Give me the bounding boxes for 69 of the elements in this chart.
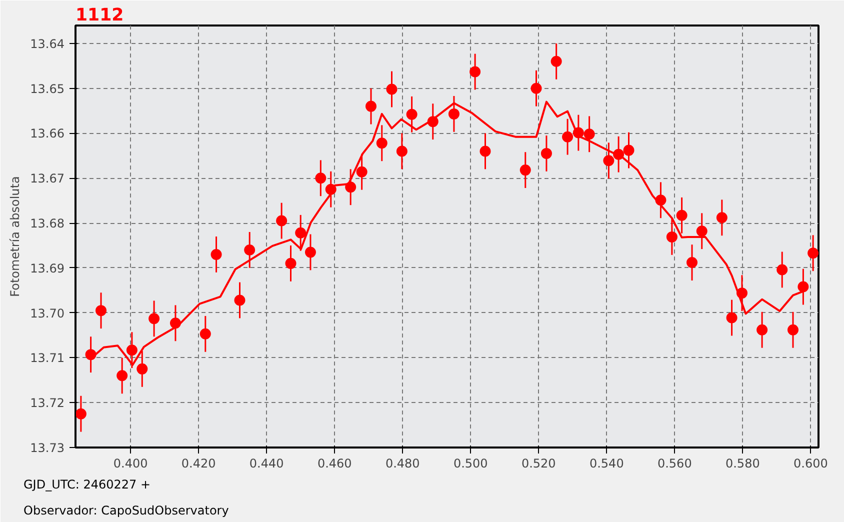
x-tick-label: 0.460 [317, 456, 352, 470]
point [396, 146, 408, 157]
x-tick-label: 0.440 [249, 456, 284, 470]
chart-title: 1112 [76, 6, 124, 26]
point [716, 212, 728, 224]
point [584, 128, 595, 140]
point [356, 166, 368, 178]
point [808, 248, 818, 259]
y-tick-label: 13.68 [30, 216, 65, 231]
point [285, 258, 296, 269]
y-tick-label: 13.64 [30, 36, 65, 51]
point [200, 328, 211, 340]
point [76, 408, 86, 420]
point [666, 231, 678, 242]
point [304, 246, 316, 258]
point [562, 131, 574, 142]
text: GJD_UTC: 2460227 + [24, 478, 151, 492]
point [345, 182, 356, 193]
text: Observador: CapoSudObservatory [24, 504, 229, 518]
point [116, 370, 128, 382]
point [623, 144, 634, 156]
point [136, 363, 148, 374]
y-tick-label: 13.65 [30, 82, 65, 96]
x-tick-label: 0.540 [589, 456, 624, 470]
x-tick-label: 0.560 [657, 456, 692, 470]
point [798, 281, 809, 292]
y-tick-label: 13.67 [30, 172, 65, 186]
point [210, 248, 222, 260]
point [470, 66, 481, 78]
y-tick-label: 13.70 [30, 306, 65, 320]
point [520, 164, 531, 176]
y-tick-label: 13.66 [30, 126, 65, 141]
point [530, 82, 542, 94]
y-tick-label: 13.71 [30, 351, 65, 366]
x-tick-label: 0.600 [794, 456, 828, 470]
y-axis-title: Fotometría absoluta [8, 176, 22, 297]
point [448, 108, 460, 120]
point [386, 84, 398, 95]
point [480, 146, 491, 157]
y-tick-label: 13.72 [30, 396, 65, 410]
point [676, 210, 688, 221]
point [787, 324, 798, 336]
point [376, 138, 388, 149]
x-tick-label: 0.420 [181, 456, 216, 470]
point [126, 344, 138, 356]
y-tick-label: 13.69 [30, 261, 65, 276]
point [696, 226, 708, 237]
point [756, 324, 768, 336]
x-tick-label: 0.580 [725, 456, 760, 470]
point [234, 294, 246, 306]
x-tick-label: 0.400 [113, 456, 148, 470]
point [276, 215, 288, 226]
point [244, 244, 256, 256]
point [776, 264, 788, 276]
point [96, 305, 107, 316]
x-tick-label: 0.500 [453, 456, 488, 470]
point [550, 56, 562, 67]
point [148, 313, 160, 324]
x-tick-label: 0.480 [385, 456, 420, 470]
y-tick-label: 13.73 [30, 441, 65, 455]
point [603, 155, 614, 166]
point [726, 312, 738, 324]
point [406, 108, 418, 120]
x-tick-label: 0.520 [521, 456, 556, 470]
point [366, 100, 376, 112]
point [295, 227, 306, 238]
point [540, 148, 552, 159]
point [315, 172, 326, 184]
point [686, 257, 698, 268]
